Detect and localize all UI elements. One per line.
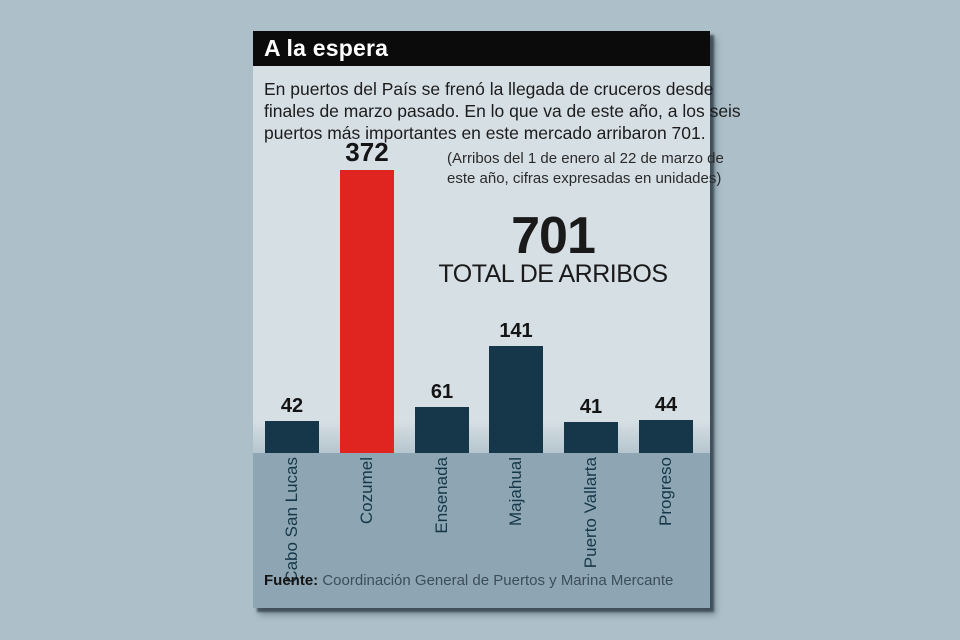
bar-cozumel bbox=[340, 170, 394, 453]
axis-label-cozumel: Cozumel bbox=[357, 457, 376, 525]
bar-majahual bbox=[489, 346, 543, 453]
note-line: este año, cifras expresadas en unidades) bbox=[447, 170, 722, 187]
source-label: Fuente: bbox=[264, 572, 319, 589]
axis-label-progreso: Progreso bbox=[656, 457, 675, 526]
bar-cabo-san-lucas bbox=[265, 421, 319, 453]
bottom-band bbox=[253, 453, 710, 608]
bar-progreso bbox=[639, 420, 693, 453]
bar-value-ensenada: 61 bbox=[430, 381, 454, 403]
axis-label-ensenada: Ensenada bbox=[432, 457, 451, 534]
chart-fade bbox=[253, 421, 710, 453]
total-value: 701 bbox=[511, 207, 596, 265]
axis-label-puerto-vallarta: Puerto Vallarta bbox=[581, 457, 600, 569]
chart-note: (Arribos del 1 de enero al 22 de marzo d… bbox=[447, 149, 724, 189]
total-label: TOTAL DE ARRIBOS bbox=[438, 260, 668, 288]
page-title: A la espera bbox=[264, 35, 389, 61]
bar-value-cabo-san-lucas: 42 bbox=[280, 395, 304, 417]
axis-label-cabo-san-lucas: Cabo San Lucas bbox=[282, 457, 301, 583]
note-line: (Arribos del 1 de enero al 22 de marzo d… bbox=[447, 150, 724, 167]
bar-value-majahual: 141 bbox=[499, 320, 533, 342]
axis-label-majahual: Majahual bbox=[506, 457, 525, 526]
description-line: En puertos del País se frenó la llegada … bbox=[264, 79, 714, 99]
title-bar: A la espera bbox=[253, 31, 710, 66]
infographic-panel: A la espera En puertos del País se frenó… bbox=[253, 31, 741, 608]
bar-value-cozumel: 372 bbox=[345, 137, 389, 167]
source-text: Coordinación General de Puertos y Marina… bbox=[322, 572, 674, 589]
source-line: Fuente: Coordinación General de Puertos … bbox=[264, 571, 673, 590]
description: En puertos del País se frenó la llegada … bbox=[264, 78, 741, 144]
description-line: puertos más importantes en este mercado … bbox=[264, 123, 706, 143]
total-block: 701 TOTAL DE ARRIBOS bbox=[403, 207, 703, 288]
bar-ensenada bbox=[415, 407, 469, 453]
description-line: finales de marzo pasado. En lo que va de… bbox=[264, 101, 741, 121]
bar-chart: 42 Cabo San Lucas 372 Cozumel 61 Ensenada 141 M… bbox=[253, 31, 710, 608]
bar-value-progreso: 44 bbox=[654, 394, 678, 416]
bar-puerto-vallarta bbox=[564, 422, 618, 453]
bar-value-puerto-vallarta: 41 bbox=[579, 396, 603, 418]
